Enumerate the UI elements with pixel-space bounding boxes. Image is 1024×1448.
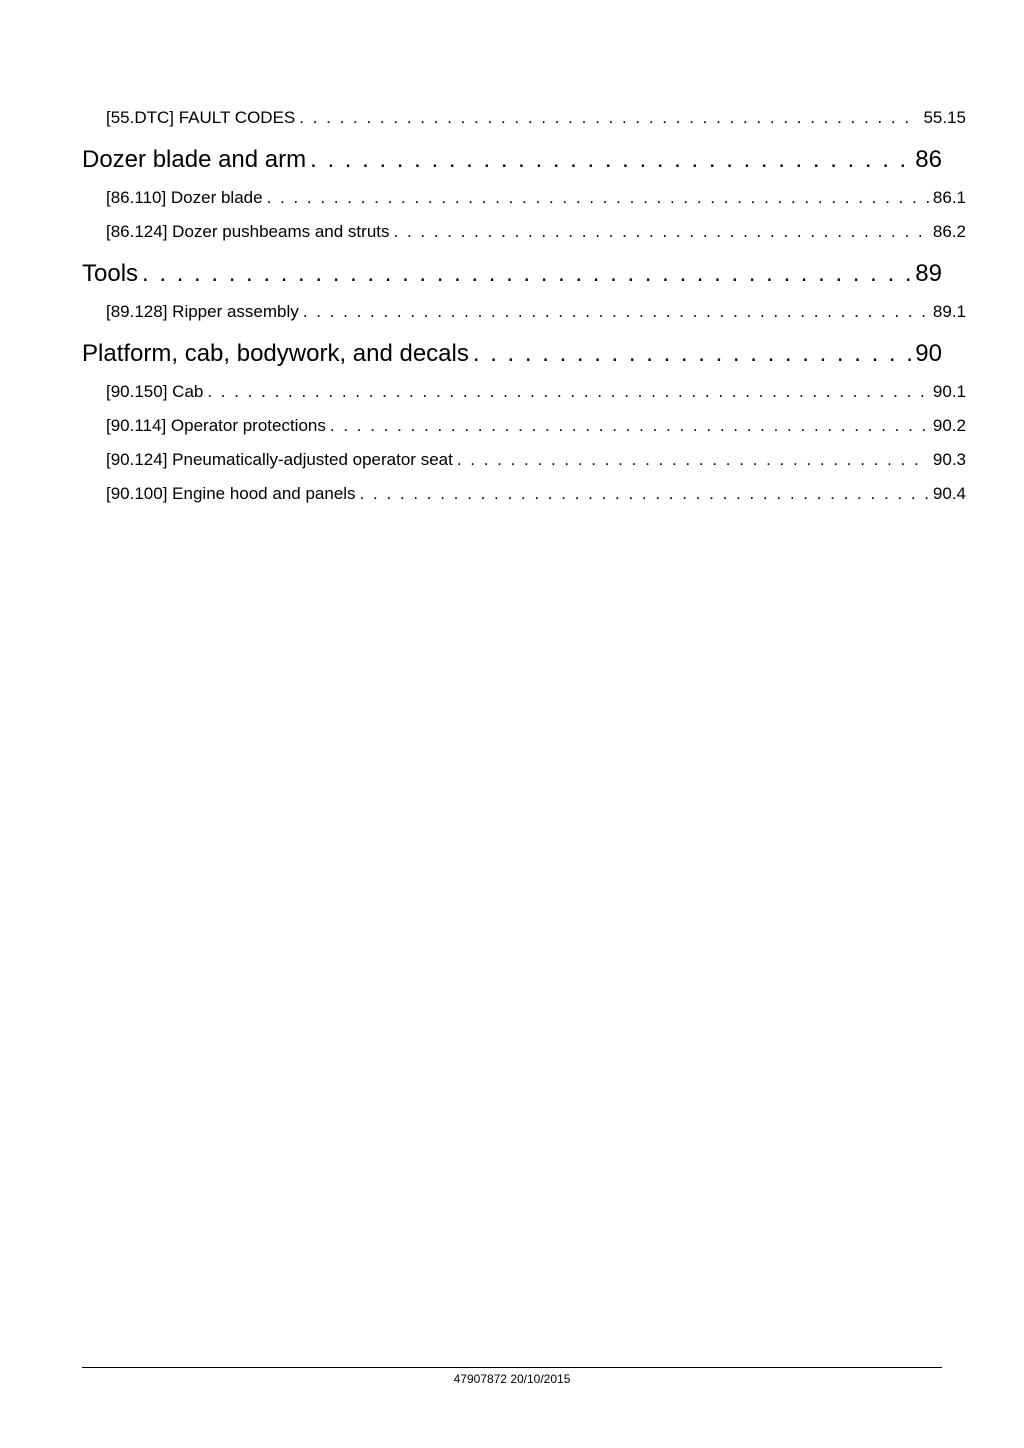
- toc-entry: [90.124] Pneumatically-adjusted operator…: [106, 450, 966, 470]
- page-footer: 47907872 20/10/2015: [82, 1367, 942, 1386]
- toc-leader-dots: . . . . . . . . . . . . . . . . . . . . …: [203, 382, 929, 402]
- toc-page-number: 86.1: [929, 188, 966, 208]
- toc-entry: [89.128] Ripper assembly. . . . . . . . …: [106, 302, 966, 322]
- toc-page-number: 90.2: [929, 416, 966, 436]
- toc-leader-dots: . . . . . . . . . . . . . . . . . . . . …: [306, 146, 911, 174]
- toc-leader-dots: . . . . . . . . . . . . . . . . . . . . …: [356, 484, 929, 504]
- table-of-contents: [55.DTC] FAULT CODES. . . . . . . . . . …: [82, 108, 942, 504]
- toc-page-number: 89: [911, 260, 942, 288]
- toc-leader-dots: . . . . . . . . . . . . . . . . . . . . …: [326, 416, 929, 436]
- toc-page-number: 90.1: [929, 382, 966, 402]
- toc-label: [90.114] Operator protections: [106, 416, 326, 436]
- toc-page-number: 90.3: [929, 450, 966, 470]
- footer-text: 47907872 20/10/2015: [454, 1372, 571, 1386]
- toc-leader-dots: . . . . . . . . . . . . . . . . . . . . …: [299, 302, 929, 322]
- toc-entry: [55.DTC] FAULT CODES. . . . . . . . . . …: [106, 108, 966, 128]
- toc-entry: [86.110] Dozer blade. . . . . . . . . . …: [106, 188, 966, 208]
- toc-page-number: 86: [911, 146, 942, 174]
- toc-leader-dots: . . . . . . . . . . . . . . . . . . . . …: [138, 260, 911, 288]
- toc-entry: Tools. . . . . . . . . . . . . . . . . .…: [82, 260, 942, 288]
- toc-leader-dots: . . . . . . . . . . . . . . . . . . . . …: [263, 188, 929, 208]
- toc-page-number: 89.1: [929, 302, 966, 322]
- toc-leader-dots: . . . . . . . . . . . . . . . . . . . . …: [453, 450, 929, 470]
- toc-page-number: 90.4: [929, 484, 966, 504]
- toc-label: [90.124] Pneumatically-adjusted operator…: [106, 450, 453, 470]
- toc-entry: Platform, cab, bodywork, and decals. . .…: [82, 340, 942, 368]
- toc-leader-dots: . . . . . . . . . . . . . . . . . . . . …: [295, 108, 919, 128]
- toc-label: Tools: [82, 260, 138, 288]
- toc-label: [55.DTC] FAULT CODES: [106, 108, 295, 128]
- toc-entry: [86.124] Dozer pushbeams and struts. . .…: [106, 222, 966, 242]
- toc-label: [90.100] Engine hood and panels: [106, 484, 356, 504]
- toc-page-number: 55.15: [919, 108, 966, 128]
- toc-entry: [90.150] Cab. . . . . . . . . . . . . . …: [106, 382, 966, 402]
- toc-label: [86.110] Dozer blade: [106, 188, 263, 208]
- toc-leader-dots: . . . . . . . . . . . . . . . . . . . . …: [390, 222, 929, 242]
- toc-page-number: 90: [911, 340, 942, 368]
- toc-label: [89.128] Ripper assembly: [106, 302, 299, 322]
- toc-page-number: 86.2: [929, 222, 966, 242]
- toc-leader-dots: . . . . . . . . . . . . . . . . . . . . …: [469, 340, 911, 368]
- toc-label: [90.150] Cab: [106, 382, 203, 402]
- toc-entry: [90.114] Operator protections. . . . . .…: [106, 416, 966, 436]
- toc-label: [86.124] Dozer pushbeams and struts: [106, 222, 390, 242]
- toc-label: Platform, cab, bodywork, and decals: [82, 340, 469, 368]
- toc-entry: Dozer blade and arm. . . . . . . . . . .…: [82, 146, 942, 174]
- toc-entry: [90.100] Engine hood and panels. . . . .…: [106, 484, 966, 504]
- toc-label: Dozer blade and arm: [82, 146, 306, 174]
- page: [55.DTC] FAULT CODES. . . . . . . . . . …: [0, 0, 1024, 1448]
